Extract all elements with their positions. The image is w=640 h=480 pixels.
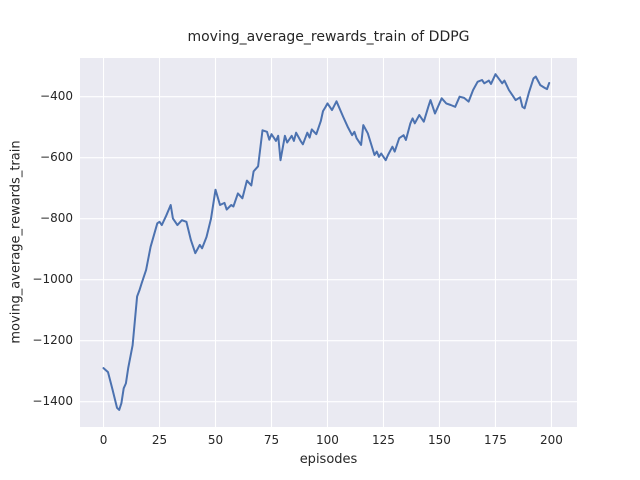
y-tick-label: −400 — [40, 88, 73, 103]
x-tick-label: 200 — [540, 433, 563, 447]
y-axis-label: moving_average_rewards_train — [8, 140, 24, 344]
chart-title: moving_average_rewards_train of DDPG — [187, 29, 470, 45]
y-tick-label: −1400 — [32, 393, 73, 408]
y-tick-label: −1200 — [32, 332, 73, 347]
axes-background — [80, 58, 577, 427]
x-tick-label: 0 — [99, 433, 108, 447]
x-tick-label: 25 — [151, 433, 168, 447]
x-tick-label: 100 — [316, 433, 339, 447]
x-tick-label: 150 — [428, 433, 451, 447]
x-tick-label: 175 — [484, 433, 507, 447]
x-tick-label: 50 — [207, 433, 224, 447]
x-axis-label: episodes — [299, 452, 358, 467]
x-tick-label: 125 — [372, 433, 395, 447]
y-tick-label: −800 — [40, 210, 73, 225]
y-tick-label: −600 — [40, 149, 73, 164]
y-tick-label: −1000 — [32, 271, 73, 286]
reward-line — [102, 73, 551, 411]
x-tick-label: 75 — [263, 433, 280, 447]
